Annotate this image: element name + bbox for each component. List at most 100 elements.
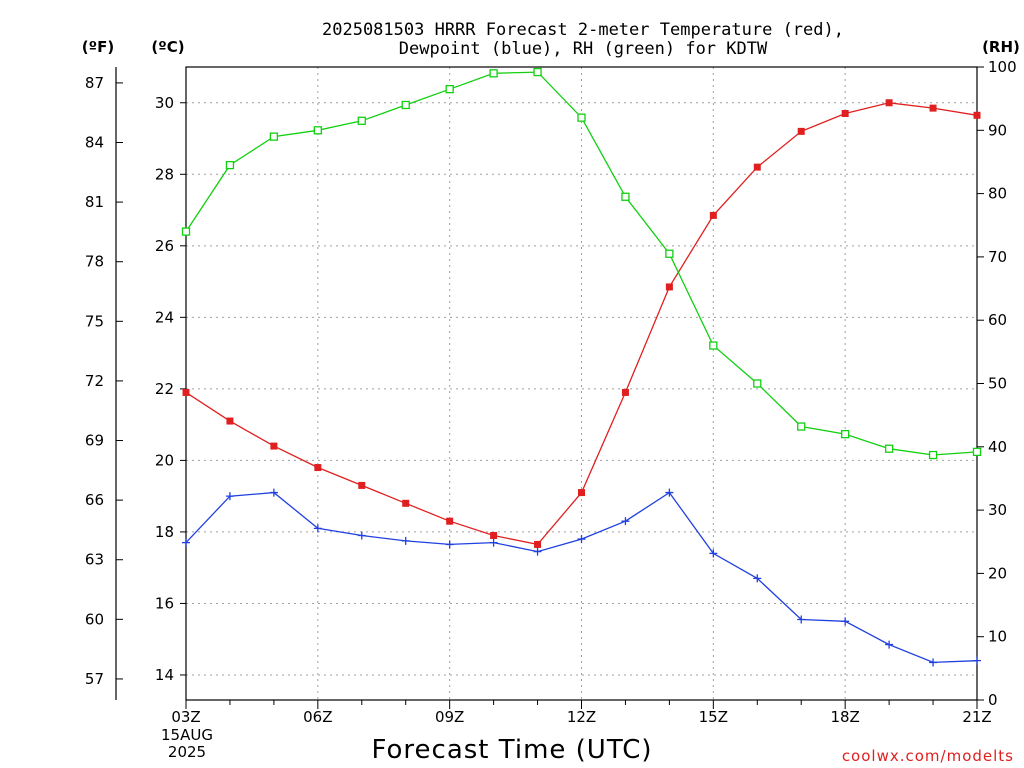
fahrenheit-tick-label: 81 bbox=[85, 193, 104, 211]
rh-point bbox=[972, 447, 982, 457]
rh-tick-label: 80 bbox=[988, 185, 1007, 203]
temperature-point bbox=[402, 499, 410, 507]
celsius-tick-label: 24 bbox=[155, 308, 174, 326]
series-dewpoint bbox=[182, 488, 981, 667]
temperature-point bbox=[490, 531, 498, 539]
x-tick-label: 12Z bbox=[567, 708, 596, 726]
dewpoint-point bbox=[841, 617, 850, 626]
series-temperature bbox=[182, 99, 981, 548]
fahrenheit-unit-label: (ºF) bbox=[82, 38, 114, 56]
rh-point bbox=[709, 341, 718, 350]
series-rh bbox=[181, 67, 982, 460]
celsius-tick-label: 14 bbox=[155, 666, 174, 684]
dewpoint-point bbox=[577, 535, 586, 544]
dewpoint-point bbox=[621, 517, 630, 526]
x-tick-label: 03Z bbox=[171, 708, 200, 726]
dewpoint-point bbox=[533, 547, 542, 556]
rh-point bbox=[533, 67, 542, 77]
rh-tick-label: 100 bbox=[988, 58, 1017, 76]
fahrenheit-tick-label: 57 bbox=[85, 670, 104, 688]
rh-point bbox=[445, 85, 454, 94]
dewpoint-point bbox=[357, 531, 366, 540]
data-series bbox=[181, 67, 982, 667]
x-tick-label: 09Z bbox=[435, 708, 464, 726]
temperature-point bbox=[270, 442, 278, 450]
credit-text: coolwx.com/modelts bbox=[842, 747, 1014, 765]
temperature-point bbox=[841, 109, 849, 117]
rh-tick-label: 50 bbox=[988, 375, 1007, 393]
x-tick-label: 18Z bbox=[830, 708, 859, 726]
rh-point bbox=[665, 249, 674, 258]
fahrenheit-tick-label: 69 bbox=[85, 432, 104, 450]
dewpoint-point bbox=[313, 524, 322, 533]
x-date-label-day: 15AUG bbox=[161, 726, 213, 744]
dewpoint-point bbox=[401, 536, 410, 545]
dewpoint-point bbox=[182, 538, 190, 547]
fahrenheit-tick-label: 87 bbox=[85, 74, 104, 92]
fahrenheit-tick-label: 60 bbox=[85, 610, 104, 628]
rh-tick-label: 30 bbox=[988, 501, 1007, 519]
rh-point bbox=[928, 450, 938, 460]
rh-point bbox=[225, 160, 235, 170]
x-tick-label: 06Z bbox=[303, 708, 332, 726]
fahrenheit-tick-label: 84 bbox=[85, 133, 104, 151]
rh-tick-label: 40 bbox=[988, 438, 1007, 456]
temperature-point bbox=[885, 99, 893, 107]
fahrenheit-tick-label: 78 bbox=[85, 253, 104, 271]
dewpoint-point bbox=[225, 492, 234, 501]
temperature-point bbox=[665, 283, 673, 291]
fahrenheit-tick-label: 75 bbox=[85, 312, 104, 330]
temperature-point bbox=[929, 104, 937, 112]
celsius-tick-label: 26 bbox=[155, 237, 174, 255]
temperature-point bbox=[358, 481, 366, 489]
fahrenheit-tick-label: 72 bbox=[85, 372, 104, 390]
rh-point bbox=[489, 69, 498, 78]
plot-frame bbox=[185, 66, 978, 701]
dewpoint-point bbox=[797, 615, 806, 624]
temperature-point bbox=[534, 540, 542, 548]
rh-point bbox=[181, 227, 191, 236]
dewpoint-point bbox=[929, 658, 938, 667]
dewpoint-point bbox=[973, 656, 981, 665]
dewpoint-point bbox=[445, 540, 454, 549]
rh-point bbox=[313, 126, 322, 135]
temperature-point bbox=[709, 211, 717, 219]
rh-point bbox=[753, 379, 762, 388]
temperature-point bbox=[446, 517, 454, 525]
x-axis-title: Forecast Time (UTC) bbox=[371, 735, 652, 765]
dewpoint-point bbox=[753, 574, 762, 583]
rh-point bbox=[577, 113, 586, 122]
rh-point bbox=[884, 444, 894, 453]
gridlines bbox=[186, 67, 977, 700]
temperature-point bbox=[226, 417, 234, 425]
fahrenheit-tick-label: 66 bbox=[85, 491, 104, 509]
x-date-label-year: 2025 bbox=[168, 743, 206, 761]
rh-tick-label: 10 bbox=[988, 628, 1007, 646]
celsius-tick-label: 22 bbox=[155, 380, 174, 398]
dewpoint-point bbox=[269, 488, 278, 497]
dewpoint-point bbox=[885, 640, 894, 649]
x-tick-label: 21Z bbox=[962, 708, 991, 726]
rh-tick-label: 90 bbox=[988, 121, 1007, 139]
celsius-tick-label: 30 bbox=[155, 94, 174, 112]
rh-point bbox=[841, 429, 850, 439]
temperature-point bbox=[314, 464, 322, 472]
celsius-tick-label: 16 bbox=[155, 594, 174, 612]
temperature-point bbox=[797, 127, 805, 135]
chart-title-line-2: Dewpoint (blue), RH (green) for KDTW bbox=[399, 39, 768, 59]
celsius-tick-label: 18 bbox=[155, 523, 174, 541]
celsius-unit-label: (ºC) bbox=[151, 38, 184, 56]
rh-point bbox=[621, 192, 630, 201]
fahrenheit-tick-label: 63 bbox=[85, 551, 104, 569]
temperature-point bbox=[753, 163, 761, 171]
rh-point bbox=[269, 132, 279, 141]
rh-tick-label: 0 bbox=[988, 691, 998, 709]
rh-unit-label: (RH) bbox=[982, 38, 1020, 56]
temperature-point bbox=[182, 388, 190, 396]
rh-point bbox=[357, 116, 366, 125]
celsius-tick-label: 28 bbox=[155, 165, 174, 183]
chart-title-line-1: 2025081503 HRRR Forecast 2-meter Tempera… bbox=[322, 20, 844, 40]
rh-point bbox=[797, 422, 806, 431]
dewpoint-point bbox=[709, 549, 718, 558]
